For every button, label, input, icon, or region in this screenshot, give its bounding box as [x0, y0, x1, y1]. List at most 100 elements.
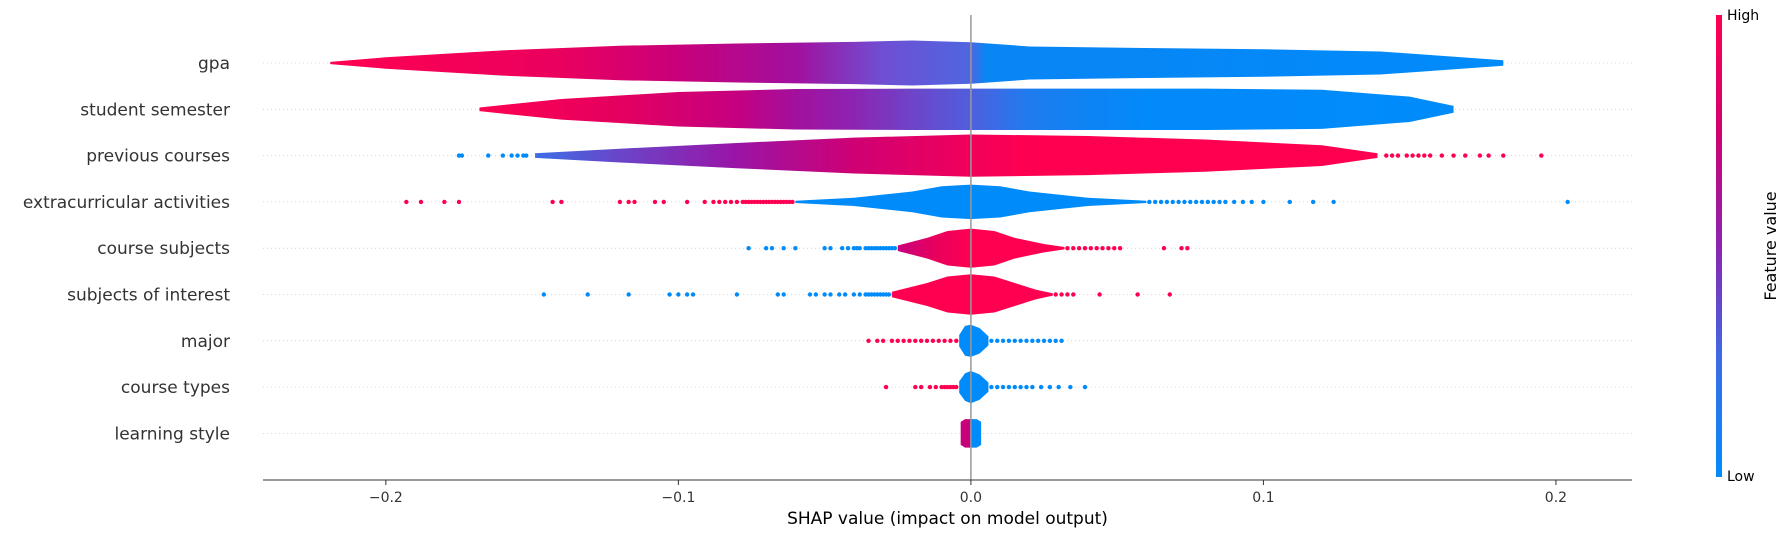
- point-low-course-types-12: [1082, 384, 1088, 390]
- colorbar-low-label: Low: [1727, 469, 1755, 485]
- point-low-extracurricular-activities-3: [1164, 199, 1170, 205]
- point-high-previous-courses-5: [1416, 153, 1421, 158]
- point-high-subjects-of-interest-0: [1053, 292, 1058, 297]
- violin-previous-courses: [535, 134, 1378, 177]
- point-low-course-types-9: [1047, 384, 1053, 390]
- point-high-previous-courses-12: [1486, 153, 1491, 158]
- point-low-subjects-of-interest-3: [667, 292, 672, 297]
- point-high-extracurricular-activities-5: [559, 199, 564, 205]
- point-high-course-subjects-4: [1088, 246, 1094, 251]
- point-high-subjects-of-interest-6: [1167, 292, 1173, 297]
- point-low-major-7: [1030, 338, 1035, 343]
- feature-label-course-subjects: course subjects: [97, 239, 230, 259]
- point-low-subjects-of-interest-2: [626, 292, 631, 297]
- point-low-subjects-of-interest-15: [842, 292, 848, 297]
- feature-label-learning-style: learning style: [114, 424, 230, 444]
- point-high-course-subjects-5: [1094, 246, 1099, 251]
- point-low-extracurricular-activities-13: [1223, 199, 1228, 205]
- point-high-previous-courses-6: [1422, 153, 1427, 158]
- point-high-major-8: [918, 338, 924, 343]
- point-high-previous-courses-9: [1451, 153, 1456, 158]
- point-high-extracurricular-activities-2: [442, 199, 447, 205]
- point-high-subjects-of-interest-1: [1059, 292, 1064, 297]
- feature-label-gpa: gpa: [198, 54, 230, 74]
- point-low-subjects-of-interest-6: [690, 292, 696, 297]
- point-low-course-types-1: [995, 384, 1000, 390]
- point-high-course-subjects-8: [1112, 246, 1117, 251]
- point-low-extracurricular-activities-9: [1199, 199, 1205, 205]
- point-low-subjects-of-interest-14: [837, 292, 842, 297]
- point-high-course-types-1: [913, 384, 918, 390]
- violin-major: [959, 324, 989, 357]
- point-low-extracurricular-activities-12: [1217, 199, 1222, 205]
- point-high-subjects-of-interest-3: [1071, 292, 1076, 297]
- point-low-extracurricular-activities-19: [1310, 199, 1316, 205]
- point-high-extracurricular-activities-16: [728, 199, 734, 205]
- feature-label-major: major: [181, 332, 230, 352]
- point-high-major-7: [913, 338, 918, 343]
- point-low-subjects-of-interest-9: [781, 292, 786, 297]
- point-low-previous-courses-4: [509, 153, 514, 158]
- point-low-course-types-5: [1018, 384, 1023, 390]
- point-high-extracurricular-activities-35: [790, 199, 795, 205]
- point-high-extracurricular-activities-0: [404, 199, 409, 205]
- point-low-extracurricular-activities-5: [1176, 199, 1181, 205]
- point-low-course-subjects-3: [781, 246, 786, 251]
- point-low-subjects-of-interest-1: [585, 292, 590, 297]
- point-high-major-1: [875, 338, 880, 343]
- point-high-previous-courses-11: [1477, 153, 1483, 158]
- point-high-previous-courses-14: [1539, 153, 1544, 158]
- feature-labels: gpa student semester previous courses extra…: [23, 54, 230, 444]
- point-low-subjects-of-interest-11: [813, 292, 819, 297]
- point-high-previous-courses-10: [1463, 153, 1468, 158]
- point-high-course-subjects-11: [1179, 246, 1184, 251]
- point-high-extracurricular-activities-1: [418, 199, 424, 205]
- point-low-course-types-6: [1024, 384, 1029, 390]
- point-high-major-6: [907, 338, 912, 343]
- point-high-major-0: [866, 338, 871, 343]
- x-tick-label-3: 0.1: [1252, 490, 1274, 506]
- point-low-extracurricular-activities-10: [1205, 199, 1211, 205]
- point-low-subjects-of-interest-26: [886, 292, 892, 297]
- violin-gpa: [330, 40, 1504, 86]
- point-low-subjects-of-interest-8: [775, 292, 781, 297]
- point-high-major-11: [936, 338, 941, 343]
- point-low-course-types-7: [1030, 384, 1035, 390]
- point-high-previous-courses-13: [1501, 153, 1506, 158]
- x-axis: −0.2 −0.1 0.0 0.1 0.2 SHAP value (impact on …: [263, 479, 1632, 529]
- feature-label-student-semester: student semester: [80, 100, 230, 120]
- point-high-previous-courses-2: [1395, 153, 1401, 158]
- point-low-course-subjects-2: [769, 246, 775, 251]
- point-low-course-types-8: [1038, 384, 1044, 390]
- feature-label-extracurricular-activities: extracurricular activities: [23, 193, 230, 213]
- point-high-course-types-3: [927, 384, 933, 390]
- feature-label-previous-courses: previous courses: [86, 147, 230, 167]
- point-high-subjects-of-interest-5: [1135, 292, 1140, 297]
- point-high-previous-courses-7: [1427, 153, 1433, 158]
- point-low-extracurricular-activities-4: [1170, 199, 1175, 205]
- point-low-course-subjects-5: [822, 246, 827, 251]
- point-high-course-subjects-3: [1082, 246, 1088, 251]
- point-high-extracurricular-activities-8: [632, 199, 637, 205]
- point-low-course-subjects-8: [845, 246, 851, 251]
- point-low-extracurricular-activities-2: [1158, 199, 1164, 205]
- point-low-major-4: [1012, 338, 1017, 343]
- point-high-subjects-of-interest-4: [1097, 292, 1102, 297]
- point-low-major-10: [1047, 338, 1053, 343]
- point-high-major-5: [901, 338, 906, 343]
- point-high-extracurricular-activities-9: [652, 199, 658, 205]
- point-low-course-subjects-0: [746, 246, 751, 251]
- point-high-major-10: [930, 338, 936, 343]
- point-high-major-3: [889, 338, 895, 343]
- colorbar-high-label: High: [1727, 8, 1759, 24]
- point-low-previous-courses-3: [500, 153, 506, 158]
- violin-subjects-of-interest: [891, 274, 1053, 315]
- feature-label-subjects-of-interest: subjects of interest: [67, 286, 230, 306]
- point-low-major-6: [1024, 338, 1029, 343]
- point-low-extracurricular-activities-18: [1287, 199, 1292, 205]
- point-high-course-subjects-12: [1185, 246, 1190, 251]
- point-high-course-subjects-6: [1100, 246, 1105, 251]
- violin-course-subjects: [897, 228, 1065, 268]
- x-tick-label-0: −0.2: [369, 490, 403, 506]
